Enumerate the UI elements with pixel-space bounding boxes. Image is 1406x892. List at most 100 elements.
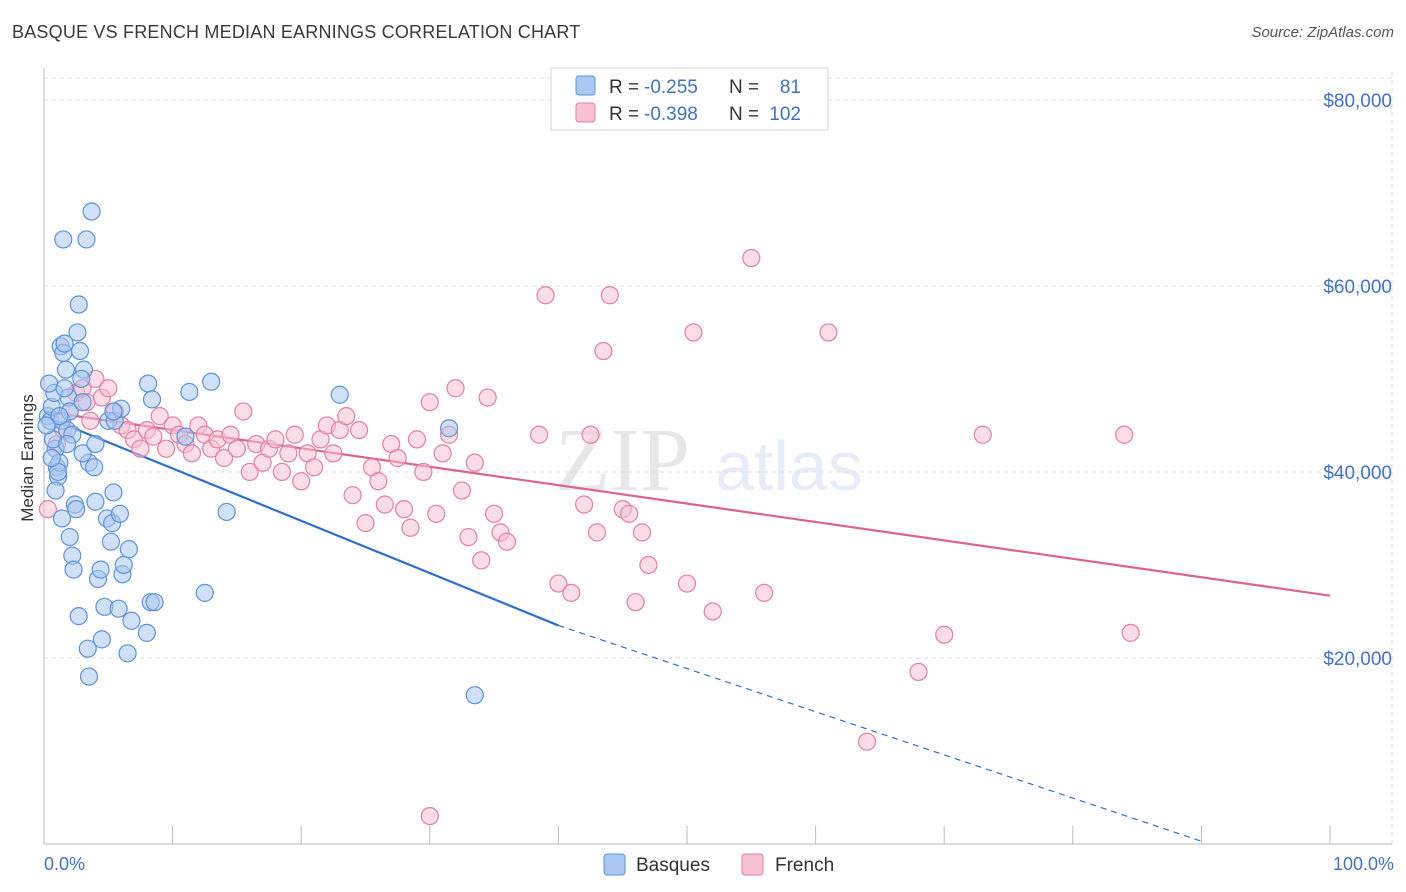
french-point [272,462,292,482]
french-point [401,518,420,537]
basque-point [114,555,133,575]
french-point [478,388,497,407]
basque-point [50,407,69,426]
french-point [337,407,356,426]
french-point [279,444,298,463]
series-legend-swatch-french [741,853,764,876]
basque-point [202,372,221,391]
y-tick-label: $20,000 [1323,649,1392,670]
chart-title: BASQUE VS FRENCH MEDIAN EARNINGS CORRELA… [12,22,581,42]
french-point [465,453,484,472]
french-point [742,248,761,268]
french-point [755,583,774,602]
french-point [935,625,954,644]
french-point [427,504,446,523]
basque-trend-solid [43,415,559,627]
basque-point [118,644,137,663]
y-tick-label: $60,000 [1323,277,1392,298]
basque-point [60,527,79,547]
legend-swatch-french [575,102,596,123]
french-point [234,402,253,421]
french-point [131,439,150,458]
french-point [581,425,600,444]
french-point [38,500,57,519]
french-point [594,341,613,361]
basque-points [37,202,484,705]
basque-point [110,504,129,523]
basque-point [40,374,59,393]
basque-point [139,374,158,393]
basque-point [54,230,73,249]
french-point [472,551,491,570]
french-point [857,732,877,751]
french-point [285,425,304,444]
legend-n-label-basque: N = [729,77,759,98]
french-point [587,523,607,542]
basque-point [72,369,91,389]
basque-point [64,560,83,579]
legend-n-label-french: N = [729,104,759,125]
y-tick-labels: $20,000 $40,000 $60,000 $80,000 [1323,91,1392,670]
basque-point [69,295,88,314]
french-point [446,379,465,398]
basque-point [145,593,164,612]
basque-point [439,419,459,438]
french-point [620,504,639,523]
basque-point [92,630,111,649]
basque-point [77,230,96,249]
legend-n-value-french: 102 [769,104,801,125]
basque-point [82,202,101,221]
french-point [324,444,343,463]
basque-point [86,434,105,454]
french-point [973,425,992,444]
french-point [182,444,201,463]
french-point [356,514,375,533]
basque-point [142,390,162,409]
basque-point [85,458,104,477]
basque-point [195,583,214,602]
french-point [407,430,427,449]
basque-point [180,382,199,402]
french-point [485,504,504,523]
watermark: ZIP atlas [555,411,863,510]
basque-point [465,686,484,705]
french-point [677,574,697,593]
french-points [38,248,1140,826]
basque-point [330,385,349,404]
correlation-legend: R = -0.255 N = 81 R = -0.398 N = 102 [550,67,829,131]
french-point [349,420,369,440]
basque-point [91,560,110,579]
basque-trend-line [43,415,1202,842]
watermark-atlas: atlas [715,427,863,505]
basque-point [101,532,120,551]
x-tick-label-max: 100.0% [1333,854,1394,874]
french-point [684,323,703,342]
basque-point [70,341,90,361]
french-point [497,532,517,551]
french-point [388,448,407,468]
series-legend: Basques French [603,853,834,876]
french-point [626,593,645,612]
french-point [157,439,176,458]
basque-point [73,393,92,412]
french-point [536,286,555,305]
french-point [632,523,652,542]
basque-point [119,540,138,559]
french-point [375,495,394,514]
legend-swatch-basque [575,75,596,96]
basque-point [79,667,99,686]
basque-point [109,599,128,618]
french-point [81,411,100,430]
y-axis-title: Median Earnings [18,394,37,522]
basque-point [67,500,86,519]
basque-point [176,427,195,446]
french-point [600,286,619,305]
basque-point [137,623,156,642]
french-point [433,444,452,463]
legend-box [550,67,829,131]
french-point [304,458,324,477]
french-point [459,527,478,547]
french-point [819,323,838,342]
basque-point [55,379,74,398]
